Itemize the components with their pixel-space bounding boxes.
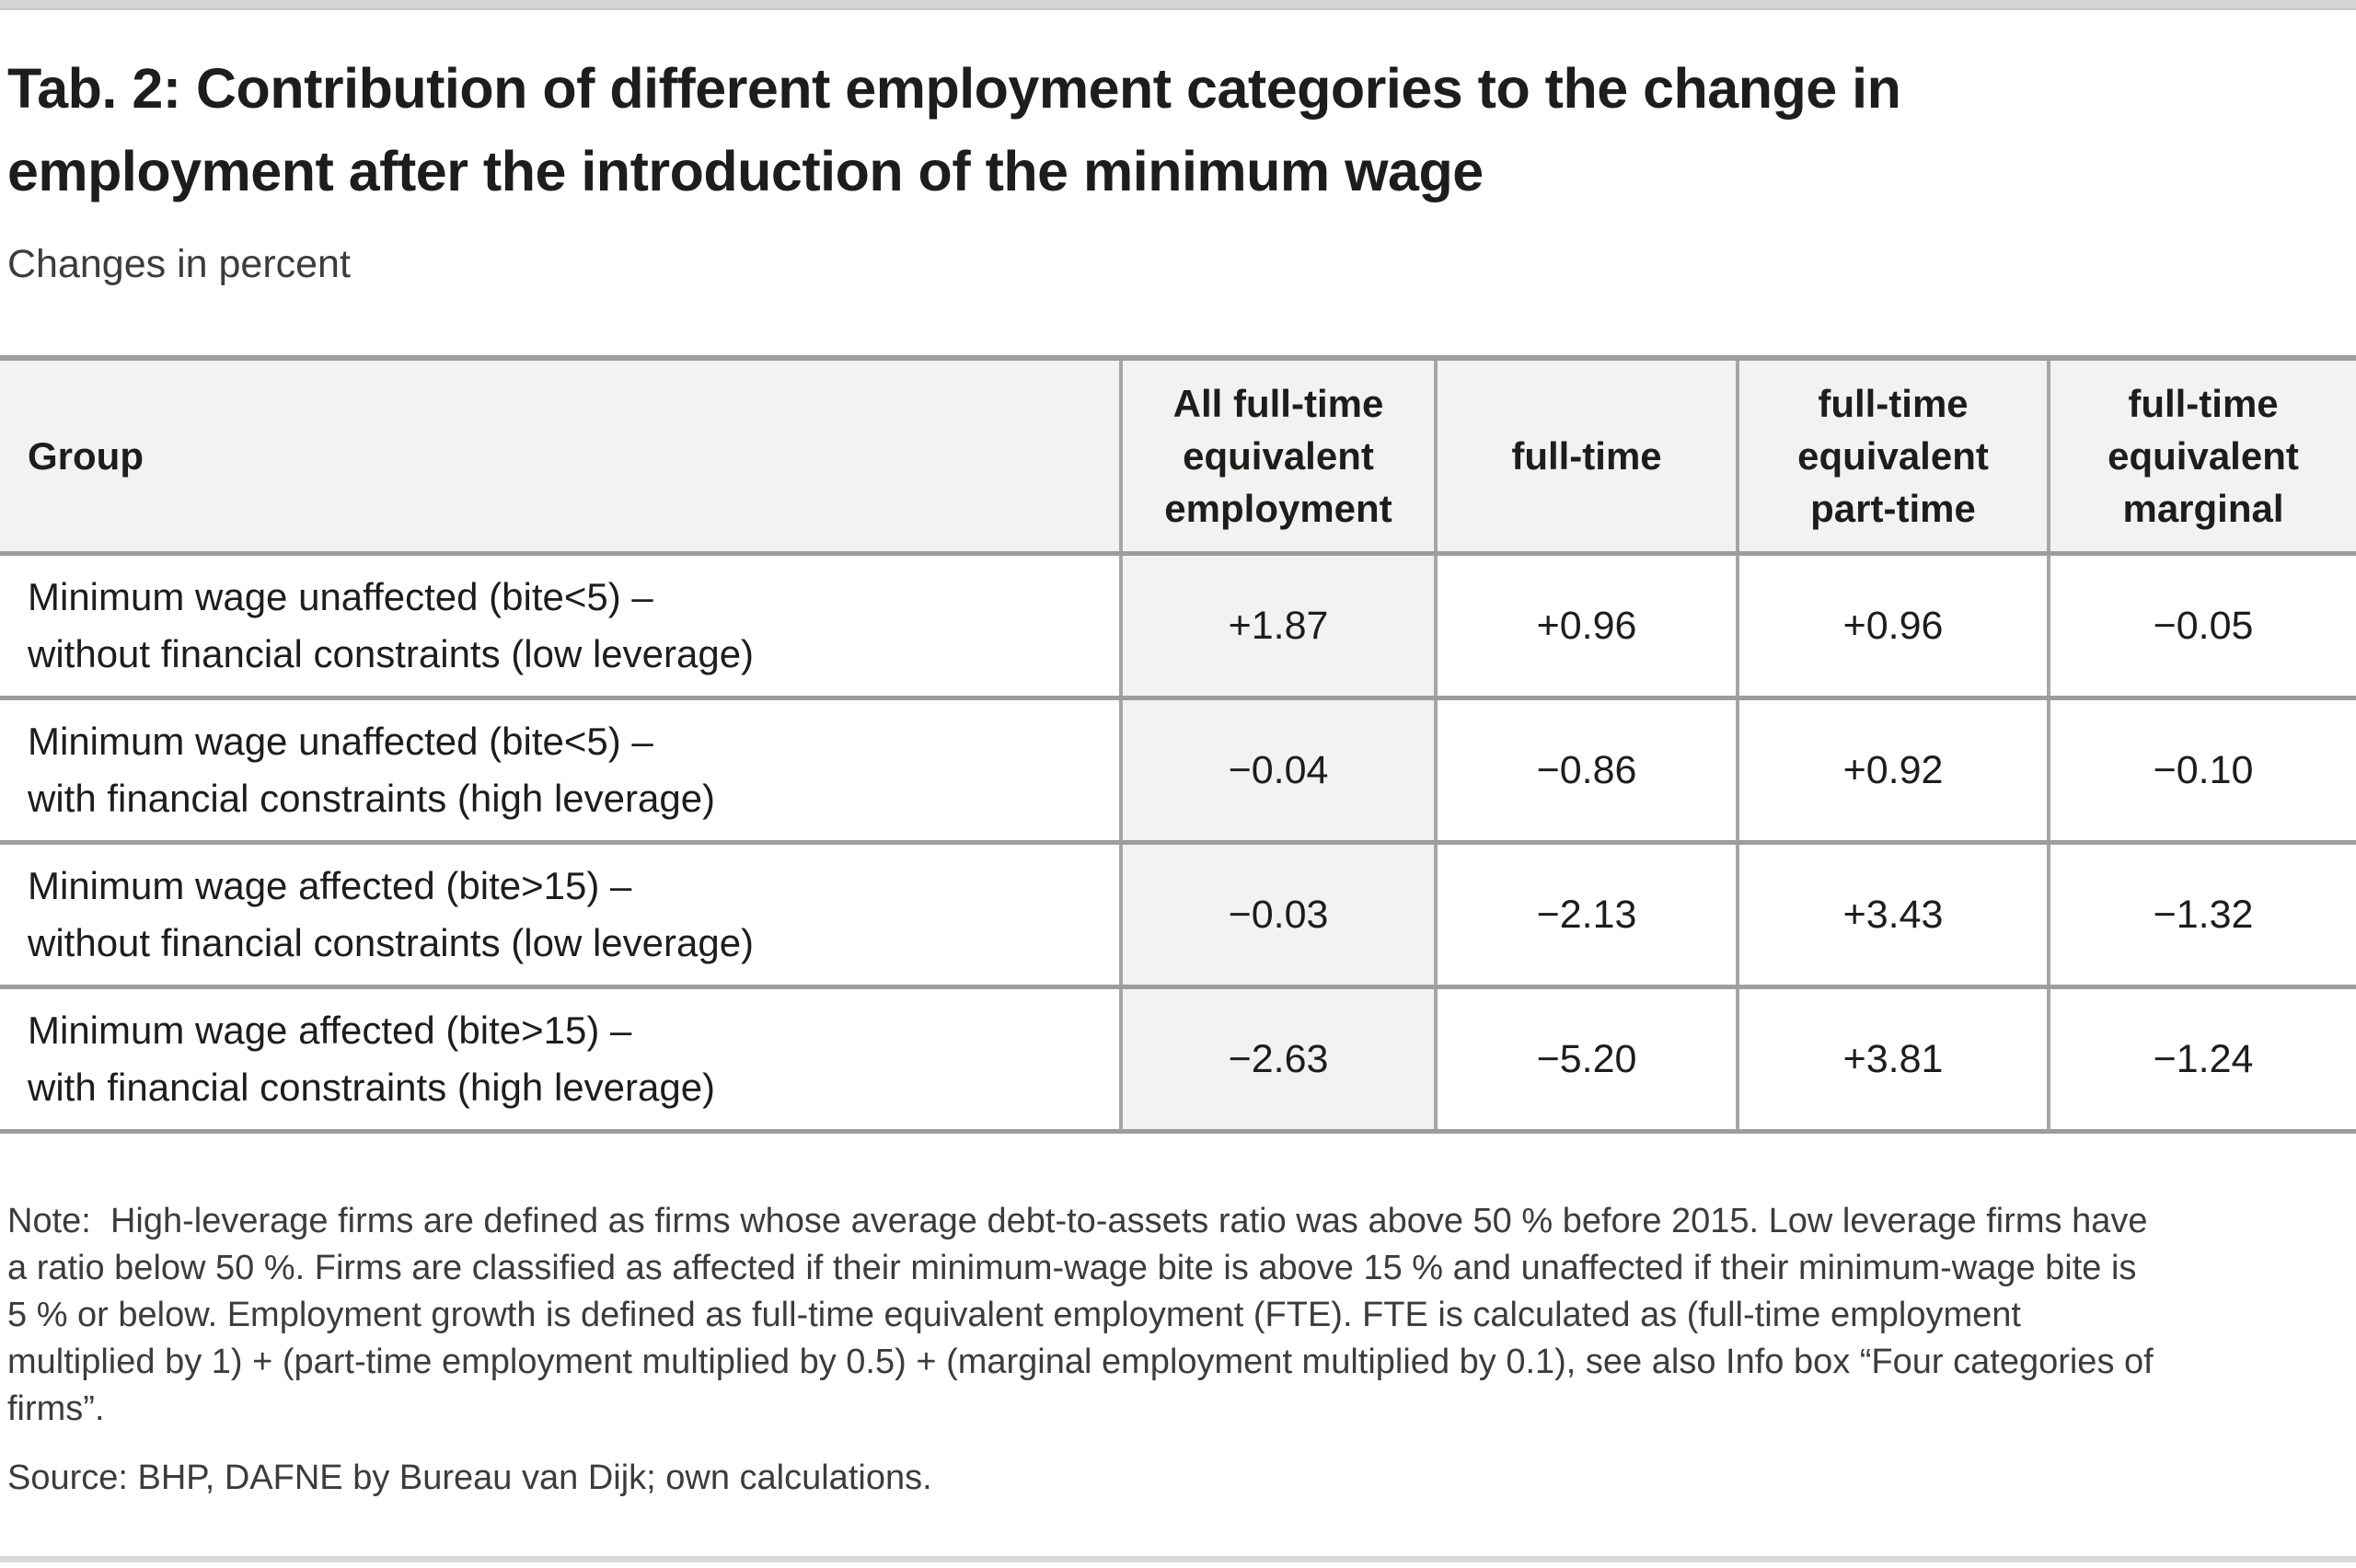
table-row: Minimum wage unaffected (bite<5) – witho… — [0, 553, 2356, 700]
value-cell: −1.24 — [2047, 986, 2356, 1134]
value-cell: +3.43 — [1736, 842, 2049, 989]
group-cell: Minimum wage affected (bite>15) – withou… — [0, 842, 1121, 989]
value-cell: −5.20 — [1434, 986, 1738, 1134]
table-header-row: Group All full-time equivalent employmen… — [0, 358, 2356, 556]
table-row: Minimum wage affected (bite>15) – with f… — [0, 986, 2356, 1134]
value-cell: +0.96 — [1434, 553, 1738, 700]
table-note: Note: High-leverage firms are defined as… — [7, 1202, 2154, 1428]
value-cell: −0.10 — [2047, 698, 2356, 845]
value-cell: −0.05 — [2047, 553, 2356, 700]
col-header-all-fte-employment: All full-time equivalent employment — [1119, 358, 1436, 556]
value-cell: −0.03 — [1119, 842, 1436, 989]
col-header-full-time: full-time — [1434, 358, 1738, 556]
value-cell: +3.81 — [1736, 986, 2049, 1134]
value-cell: +1.87 — [1119, 553, 1436, 700]
value-cell: −2.13 — [1434, 842, 1738, 989]
group-cell: Minimum wage affected (bite>15) – with f… — [0, 986, 1121, 1134]
value-cell: −1.32 — [2047, 842, 2356, 989]
value-cell: +0.96 — [1736, 553, 2049, 700]
top-divider — [0, 0, 2356, 10]
group-cell: Minimum wage unaffected (bite<5) – witho… — [0, 553, 1121, 700]
col-header-group: Group — [0, 358, 1121, 556]
table-row: Minimum wage affected (bite>15) – withou… — [0, 842, 2356, 989]
col-header-fte-marginal: full-time equivalent marginal — [2047, 358, 2356, 556]
value-cell: +0.92 — [1736, 698, 2049, 845]
group-cell: Minimum wage unaffected (bite<5) – with … — [0, 698, 1121, 845]
table-title: Tab. 2: Contribution of different employ… — [7, 57, 1901, 202]
value-cell: −0.86 — [1434, 698, 1738, 845]
value-cell: −0.04 — [1119, 698, 1436, 845]
table-row: Minimum wage unaffected (bite<5) – with … — [0, 698, 2356, 845]
bottom-divider — [0, 1556, 2356, 1562]
employment-contribution-table: Group All full-time equivalent employmen… — [0, 355, 2356, 1134]
table-source: Source: BHP, DAFNE by Bureau van Dijk; o… — [7, 1458, 932, 1497]
table-subtitle: Changes in percent — [7, 242, 351, 286]
value-cell: −2.63 — [1119, 986, 1436, 1134]
col-header-fte-part-time: full-time equivalent part-time — [1736, 358, 2049, 556]
